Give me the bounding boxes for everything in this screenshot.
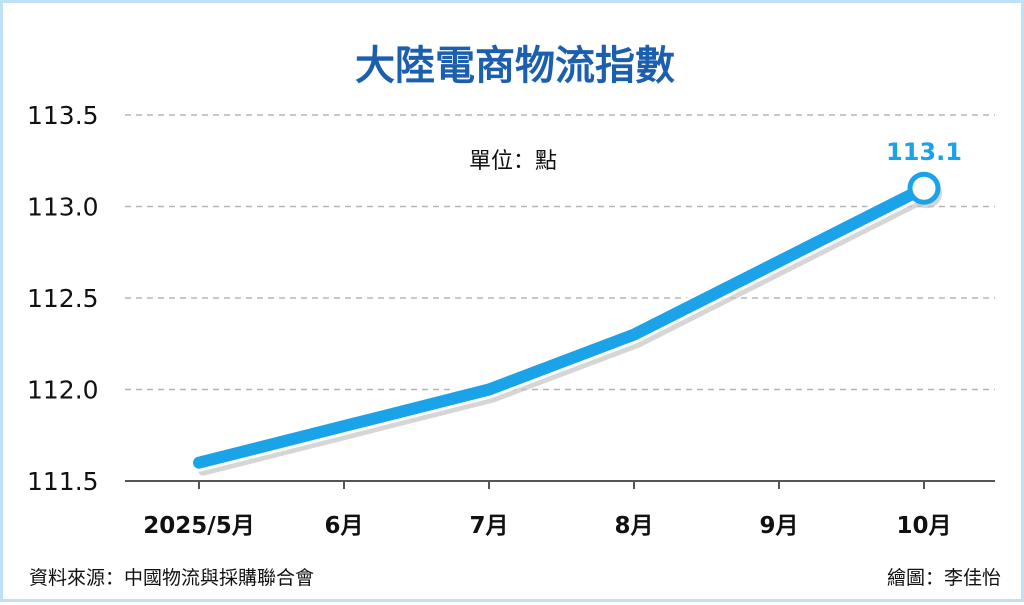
y-tick-label: 112.0 [27,376,99,405]
data-point [776,258,782,265]
y-tick-label: 111.5 [27,467,99,496]
x-axis-ticks: 2025/5月 6月 7月 8月 9月 10月 [143,481,952,539]
data-label: 113.1 [886,138,962,166]
y-tick-label: 113.0 [27,193,99,222]
line-chart: 大陸電商物流指數 113.5 113.0 112.5 112.0 111.5 2025/… [27,43,1001,589]
y-axis-ticks: 113.5 113.0 112.5 112.0 111.5 [27,101,99,496]
x-tick-label: 2025/5月 [143,513,254,539]
data-point [196,459,202,466]
source-note: 資料來源：中國物流與採購聯合會 [29,567,314,589]
unit-label: 單位：點 [469,149,557,174]
end-marker [907,171,941,205]
data-point [631,331,637,338]
data-point [486,386,492,393]
series: 113.1 [190,138,962,476]
y-tick-label: 113.5 [27,101,99,130]
x-tick-label: 8月 [614,513,653,539]
x-tick-label: 6月 [324,513,363,539]
x-tick-label: 9月 [759,513,798,539]
y-tick-label: 112.5 [27,284,99,313]
x-tick-label: 10月 [896,513,951,539]
series-line-outline [190,179,933,472]
credit-note: 繪圖：李佳怡 [887,567,1001,589]
series-line [193,182,930,469]
grid [125,114,995,391]
x-tick-label: 7月 [469,513,508,539]
data-point [341,423,347,430]
chart-title: 大陸電商物流指數 [355,43,675,89]
